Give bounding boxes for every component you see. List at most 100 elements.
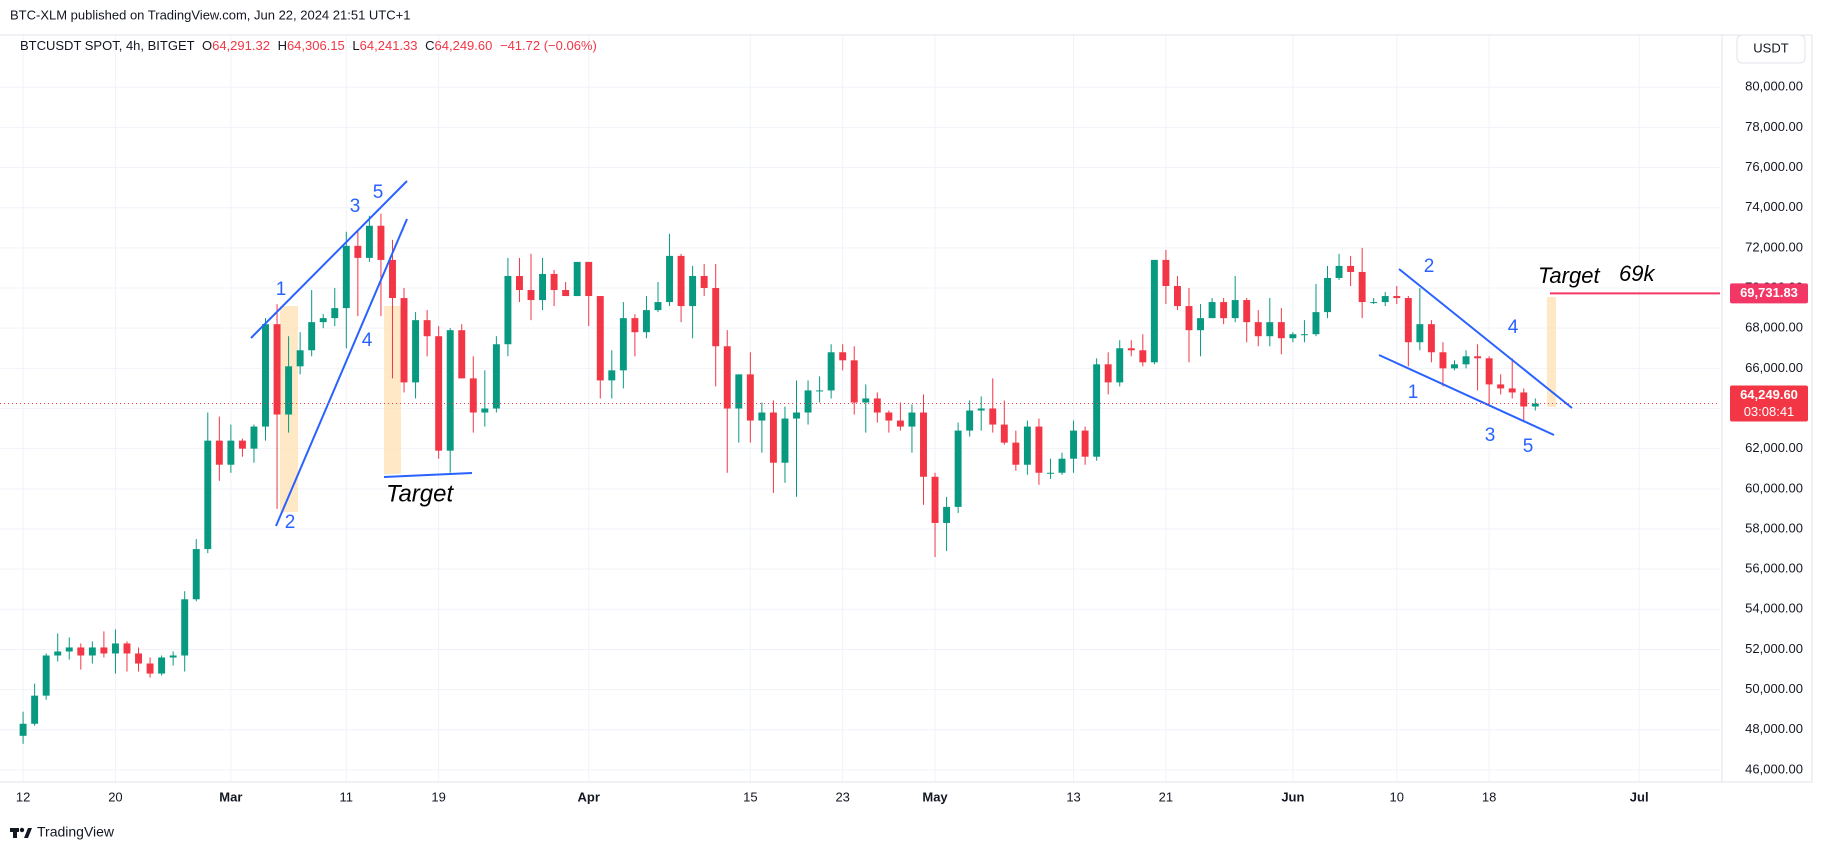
- candle-body: [758, 412, 766, 421]
- close-label: C: [425, 38, 434, 53]
- wave-label: 1: [276, 279, 287, 300]
- candle-body: [1081, 430, 1089, 457]
- candle-body: [966, 410, 974, 431]
- candle-body: [389, 259, 396, 299]
- candle-body: [896, 420, 904, 427]
- logo-part: [13, 828, 17, 838]
- candle-body: [1139, 350, 1147, 363]
- candle-body: [54, 651, 62, 656]
- target-price-label: 69,731.83: [1740, 285, 1798, 300]
- publisher-line: BTC-XLM published on TradingView.com, Ju…: [10, 7, 410, 22]
- candle-body: [492, 344, 500, 409]
- trendlines: [250, 180, 1573, 527]
- target-price-tag: [1730, 283, 1808, 304]
- candle-body: [377, 225, 385, 260]
- candle-body: [1231, 300, 1239, 319]
- y-tick-label: 54,000.00: [1745, 601, 1803, 616]
- candle-body: [1070, 430, 1078, 459]
- candle-body: [469, 378, 477, 413]
- candle-body: [1300, 334, 1308, 336]
- y-tick-label: 76,000.00: [1745, 159, 1803, 174]
- candle-body: [839, 352, 847, 361]
- candle-body: [146, 663, 154, 674]
- candle-body: [65, 647, 73, 652]
- wave-label: 3: [350, 196, 361, 217]
- x-tick-label: Mar: [219, 789, 242, 804]
- candle-body: [238, 440, 246, 449]
- candle-body: [42, 655, 50, 696]
- legend: BTCUSDT SPOT, 4h, BITGET O64,291.32 H64,…: [20, 38, 597, 53]
- x-tick-label: Apr: [578, 789, 600, 804]
- candle-body: [1047, 472, 1054, 474]
- x-tick-label: 15: [743, 789, 757, 804]
- candle-body: [585, 261, 593, 297]
- candle-body: [920, 412, 927, 477]
- candle-body: [354, 245, 362, 258]
- candle-body: [1381, 296, 1389, 303]
- trendline: [383, 472, 473, 478]
- candle-body: [1439, 352, 1447, 369]
- candle-body: [1208, 302, 1216, 319]
- candle-body: [1093, 364, 1101, 457]
- candle-body: [1427, 324, 1435, 353]
- candle-body: [793, 412, 800, 419]
- candle-body: [977, 408, 985, 411]
- wave-label: 2: [1424, 256, 1435, 277]
- x-tick-label: May: [922, 789, 948, 804]
- y-tick-label: 68,000.00: [1745, 320, 1803, 335]
- candle-body: [169, 655, 177, 658]
- candle-body: [619, 318, 627, 371]
- candle-body: [989, 408, 997, 425]
- candle-body: [1173, 286, 1181, 307]
- x-tick-label: 13: [1066, 789, 1080, 804]
- candle-body: [342, 245, 350, 309]
- candle-body: [192, 549, 200, 600]
- candle-body: [1185, 306, 1193, 331]
- candle-body: [1508, 388, 1516, 393]
- candle-body: [1370, 302, 1378, 304]
- candle-body: [954, 430, 962, 507]
- y-tick-label: 78,000.00: [1745, 119, 1803, 134]
- x-tick-label: 21: [1159, 789, 1173, 804]
- high-label: H: [278, 38, 287, 53]
- candle-body: [516, 275, 523, 291]
- x-tick-label: 18: [1482, 789, 1496, 804]
- candle-body: [88, 647, 96, 656]
- candle-body: [931, 476, 939, 523]
- candle-body: [1485, 358, 1493, 385]
- candle-body: [1116, 348, 1124, 383]
- candle-body: [804, 390, 812, 413]
- candle-body: [1000, 424, 1008, 443]
- candle-body: [31, 695, 39, 724]
- candle-body: [781, 418, 789, 463]
- y-tick-label: 74,000.00: [1745, 199, 1803, 214]
- trendline: [1378, 354, 1555, 436]
- x-tick-label: 19: [431, 789, 445, 804]
- currency-button-label[interactable]: USDT: [1753, 40, 1788, 55]
- target-value-label: 69k: [1619, 261, 1655, 286]
- candle-body: [111, 643, 119, 654]
- candle-body: [1404, 298, 1412, 343]
- y-tick-label: 80,000.00: [1745, 79, 1803, 94]
- low-value: 64,241.33: [360, 38, 418, 53]
- candle-body: [1358, 271, 1366, 303]
- candle-body: [285, 366, 293, 415]
- candle-body: [1023, 426, 1031, 465]
- candle-body: [1197, 318, 1204, 331]
- candle-body: [642, 310, 650, 333]
- candle-body: [908, 412, 916, 427]
- open-label: O: [202, 38, 212, 53]
- candle-body: [227, 440, 235, 465]
- currency-button[interactable]: [1736, 34, 1806, 64]
- y-tick-label: 60,000.00: [1745, 480, 1803, 495]
- candle-body: [654, 302, 662, 311]
- wave-label: 4: [362, 330, 373, 351]
- candle-body: [435, 336, 443, 451]
- y-tick-label: 56,000.00: [1745, 561, 1803, 576]
- candle-body: [319, 318, 327, 323]
- trendline: [250, 180, 408, 339]
- candle-body: [1266, 322, 1274, 337]
- target-label: Target: [386, 480, 454, 507]
- low-label: L: [352, 38, 359, 53]
- candle-body: [1462, 356, 1470, 365]
